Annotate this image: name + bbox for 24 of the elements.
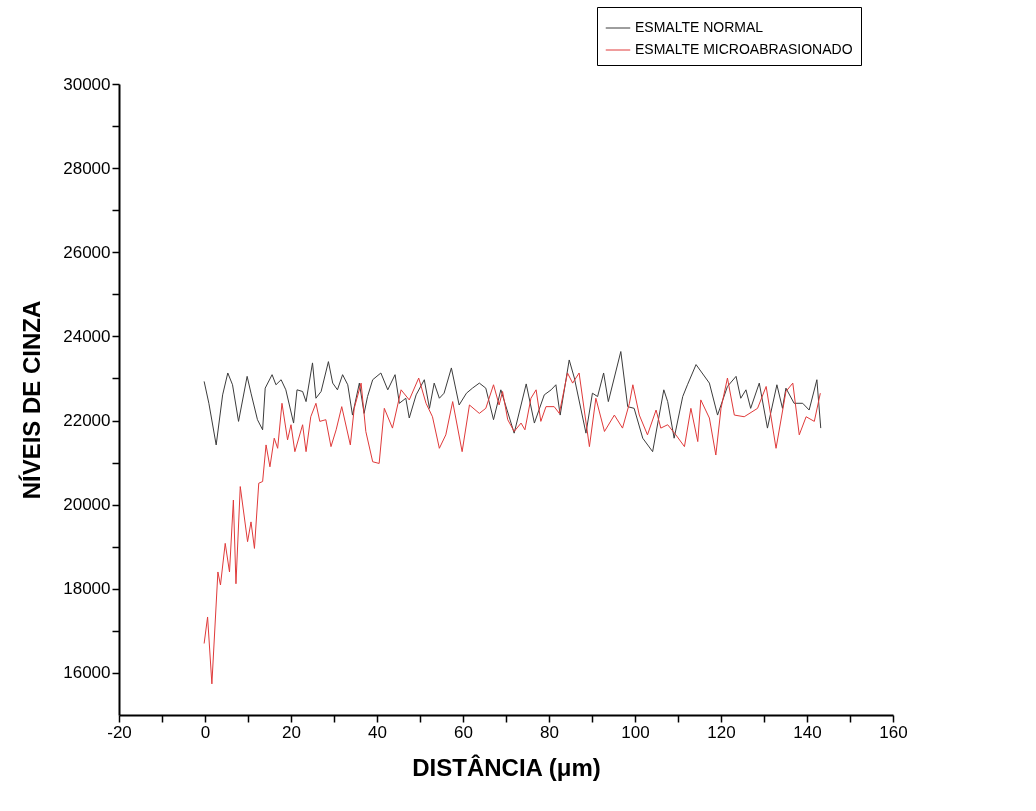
line-series: [203, 372, 821, 685]
y-tick-label: 18000: [63, 579, 111, 599]
x-tick-label: 40: [368, 722, 387, 742]
y-tick-label: 16000: [63, 663, 111, 683]
y-tick-label: 22000: [63, 411, 111, 431]
x-tick-label: 100: [621, 722, 650, 742]
x-tick-label: 0: [200, 722, 211, 742]
x-tick-label: 80: [540, 722, 559, 742]
y-axis-title: NÍVEIS DE CINZA: [18, 300, 46, 500]
x-tick-label: 60: [454, 722, 473, 742]
x-axis-title: DISTÂNCIA (μm): [412, 753, 601, 781]
y-tick-label: 24000: [63, 326, 111, 346]
legend-label: ESMALTE MICROABRASIONADO: [635, 41, 853, 57]
x-tick-label: -20: [107, 722, 132, 742]
y-tick-label: 28000: [63, 158, 111, 178]
legend-label: ESMALTE NORMAL: [635, 19, 764, 35]
x-tick-label: 160: [879, 722, 908, 742]
y-tick-label: 20000: [63, 495, 111, 515]
x-tick-label: 140: [793, 722, 822, 742]
line-series: [203, 351, 822, 453]
x-tick-label: 120: [707, 722, 736, 742]
y-tick-label: 26000: [63, 242, 111, 262]
x-tick-label: 20: [282, 722, 301, 742]
y-tick-label: 30000: [63, 74, 111, 94]
